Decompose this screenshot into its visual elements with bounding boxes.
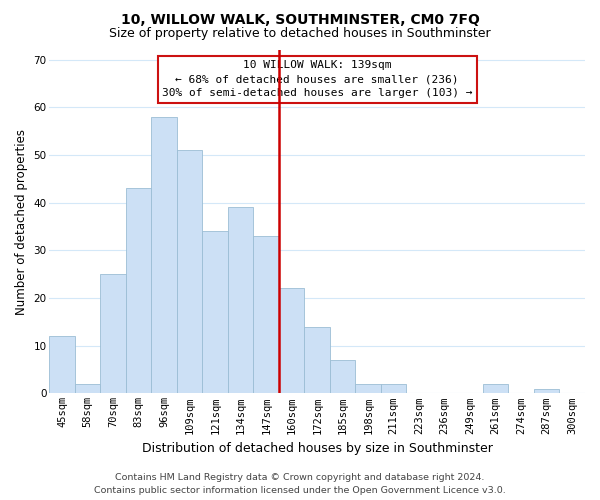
- Bar: [355, 384, 381, 394]
- Bar: [304, 326, 330, 394]
- Bar: [100, 274, 126, 394]
- Bar: [49, 336, 75, 394]
- Bar: [534, 388, 559, 394]
- Bar: [228, 208, 253, 394]
- Bar: [151, 117, 177, 394]
- Bar: [75, 384, 100, 394]
- Text: Contains HM Land Registry data © Crown copyright and database right 2024.
Contai: Contains HM Land Registry data © Crown c…: [94, 474, 506, 495]
- Bar: [381, 384, 406, 394]
- Text: 10, WILLOW WALK, SOUTHMINSTER, CM0 7FQ: 10, WILLOW WALK, SOUTHMINSTER, CM0 7FQ: [121, 12, 479, 26]
- Text: Size of property relative to detached houses in Southminster: Size of property relative to detached ho…: [109, 28, 491, 40]
- Bar: [202, 231, 228, 394]
- Bar: [483, 384, 508, 394]
- Bar: [253, 236, 279, 394]
- Bar: [279, 288, 304, 394]
- Bar: [177, 150, 202, 394]
- Bar: [330, 360, 355, 394]
- Y-axis label: Number of detached properties: Number of detached properties: [15, 128, 28, 314]
- Text: 10 WILLOW WALK: 139sqm
← 68% of detached houses are smaller (236)
30% of semi-de: 10 WILLOW WALK: 139sqm ← 68% of detached…: [162, 60, 472, 98]
- X-axis label: Distribution of detached houses by size in Southminster: Distribution of detached houses by size …: [142, 442, 493, 455]
- Bar: [126, 188, 151, 394]
